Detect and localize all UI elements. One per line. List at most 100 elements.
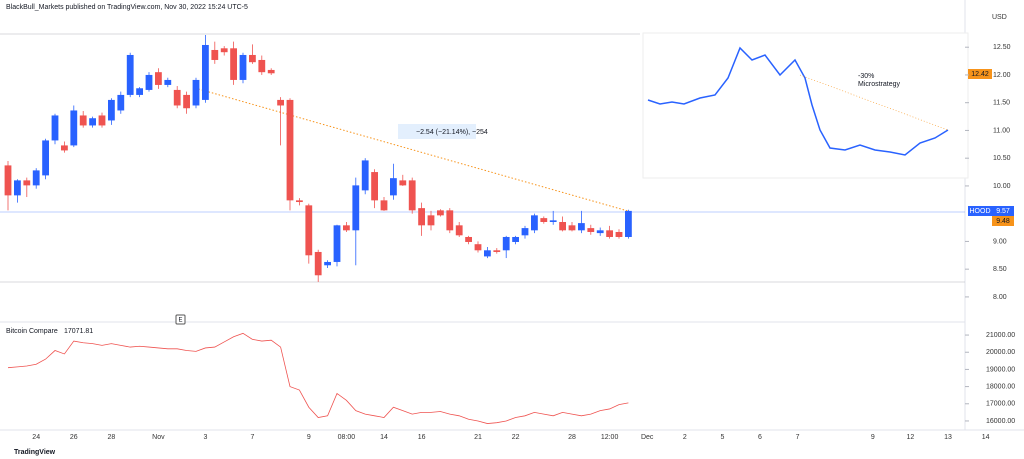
candle-body [615,231,623,237]
inset-annotation: -30% [858,73,874,80]
y-tick-label: 12.50 [993,44,1011,51]
candle-body [239,54,247,80]
measure-label: −2.54 (−21.14%), −254 [416,129,488,136]
price-badge [968,206,992,216]
y2-tick-label: 17000.00 [986,401,1015,408]
price-badge [992,216,1014,226]
compare-last: 17071.81 [64,328,93,335]
candle-body [484,250,491,257]
candle-body [559,222,566,231]
x-tick-label: 7 [250,434,254,441]
candle-body [493,250,501,252]
candle-body [343,225,350,231]
candle-body [61,145,68,151]
y-tick-label: 10.50 [993,155,1011,162]
candle-body [455,225,463,236]
candle-body [578,223,585,231]
candle-body [474,244,482,251]
price-badge-label: 9.57 [996,208,1010,215]
trend-line [194,87,629,212]
y-tick-label: 9.00 [993,238,1007,245]
y-tick-label: 8.50 [993,266,1007,273]
candle-body [164,79,172,85]
candle-body [4,165,12,196]
x-tick-label: 22 [512,434,520,441]
candle-body [70,110,78,146]
candle-body [202,44,209,100]
inset-image: -30% Microstrategy [642,32,969,179]
candle-body [408,180,416,211]
y-tick-label: 11.00 [993,127,1010,134]
candle-body [418,208,425,226]
candle-body [32,170,40,186]
inset-annotation: Microstrategy [858,81,901,88]
candle-body [155,72,162,85]
x-tick-label: 3 [203,434,207,441]
x-tick-label: 16 [418,434,426,441]
x-tick-label: 12 [907,434,915,441]
y-tick-label: 8.00 [993,294,1007,301]
candle-body [596,230,604,234]
candle-body [314,251,322,276]
candle-body [352,185,360,231]
candle-body [98,115,106,126]
x-tick-label: 28 [568,434,576,441]
candle-body [145,74,153,90]
x-tick-label: 21 [474,434,482,441]
candle-body [549,220,557,222]
candle-body [23,180,31,186]
candle-body [625,210,632,237]
y2-tick-label: 20000.00 [986,349,1015,356]
price-badge-label: 9.48 [996,218,1010,225]
candle-body [502,236,510,251]
measure-box [398,124,476,139]
candle-body [51,115,59,141]
price-badge-label: 12.42 [971,71,989,78]
candle-body [211,49,219,60]
x-tick-label: 6 [758,434,762,441]
y2-tick-label: 19000.00 [986,366,1015,373]
candle-body [465,236,472,242]
candle-body [399,180,407,186]
candle-body [267,69,275,74]
candle-body [108,99,115,121]
candle-body [249,54,256,63]
candle-body [587,228,595,232]
x-tick-label: 08:00 [338,434,356,441]
candle-body [361,160,369,191]
candle-body [136,88,143,95]
candle-body [305,205,313,256]
candle-body [117,94,125,111]
candle-body [446,210,454,231]
candle-body [568,225,576,231]
event-marker-box [175,314,186,325]
x-tick-label: 13 [944,434,952,441]
x-tick-label: 14 [380,434,388,441]
candle-body [277,99,284,106]
candle-body [380,200,388,211]
inset-trend [799,74,949,131]
candle-body [296,200,303,203]
candle-body [192,79,200,106]
x-tick-label: 26 [70,434,78,441]
candle-body [531,215,538,231]
x-tick-label: Dec [641,434,654,441]
y-tick-label: 11.50 [993,100,1010,107]
price-badge [992,206,1014,216]
candle-body [230,48,237,80]
candle-body [89,118,96,126]
candle-body [14,180,21,196]
candle-body [324,261,331,266]
candle-body [126,54,134,95]
candle-body [42,140,49,176]
candle-body [521,228,529,236]
x-tick-label: 2 [683,434,687,441]
x-tick-label: 12:00 [601,434,619,441]
candle-body [512,236,519,242]
candle-body [371,172,378,201]
candle-body [258,59,266,73]
x-tick-label: 5 [720,434,724,441]
y-tick-label: 10.00 [993,183,1011,190]
x-tick-label: 14 [982,434,990,441]
